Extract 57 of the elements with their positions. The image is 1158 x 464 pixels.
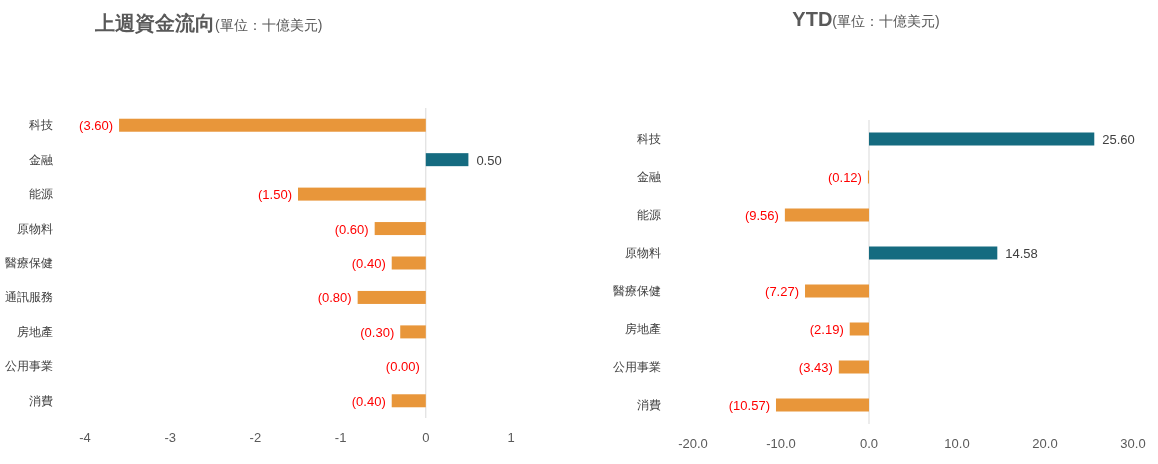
bar	[805, 284, 869, 298]
y-tick-label: 房地產	[17, 324, 53, 339]
data-label: (0.60)	[334, 221, 369, 237]
y-tick-label: 科技	[29, 118, 53, 133]
y-tick-label: 消費	[29, 393, 53, 408]
data-label: (3.43)	[798, 360, 833, 375]
data-label: 14.58	[1005, 246, 1038, 261]
chart-title: YTD	[792, 8, 833, 30]
x-tick-label: 0	[422, 430, 430, 445]
y-tick-label: 公用事業	[5, 359, 53, 374]
y-tick-label: 房地產	[625, 322, 661, 336]
data-label: (1.50)	[258, 187, 292, 203]
data-label: (0.12)	[827, 170, 862, 185]
x-tick-label: -20.0	[678, 436, 708, 451]
y-tick-label: 公用事業	[613, 360, 661, 374]
bar	[849, 322, 869, 336]
bar	[838, 360, 869, 374]
data-label: 0.50	[476, 152, 502, 168]
y-tick-label: 原物料	[17, 221, 53, 236]
data-label: (3.60)	[79, 118, 114, 134]
y-tick-label: 金融	[637, 170, 661, 184]
y-tick-label: 醫療保健	[613, 284, 661, 298]
x-tick-label: -10.0	[766, 436, 796, 451]
data-label: (0.30)	[360, 324, 395, 340]
x-tick-label: 10.0	[944, 436, 970, 451]
x-tick-label: -2	[249, 430, 262, 445]
bar	[775, 398, 869, 412]
x-tick-label: 20.0	[1032, 436, 1058, 451]
y-tick-label: 通訊服務	[5, 290, 53, 305]
y-tick-label: 能源	[637, 208, 661, 222]
chart-title: 上週資金流向	[94, 12, 215, 34]
x-tick-label: 1	[507, 430, 515, 445]
data-label: (10.57)	[728, 398, 770, 413]
y-tick-label: 消費	[637, 398, 661, 412]
data-label: (0.40)	[351, 393, 386, 409]
data-label: (2.19)	[809, 322, 844, 337]
y-tick-label: 醫療保健	[5, 256, 53, 270]
bar	[784, 208, 869, 222]
bar	[869, 246, 998, 260]
data-label: (0.40)	[351, 256, 386, 271]
chart-subtitle: (單位：十億美元)	[215, 17, 323, 33]
bar	[869, 132, 1095, 146]
x-tick-label: 0.0	[859, 436, 879, 451]
x-tick-label: -4	[79, 430, 91, 445]
data-label: (0.80)	[317, 290, 352, 306]
data-label: (0.00)	[385, 359, 420, 375]
y-tick-label: 金融	[29, 152, 53, 167]
data-label: 25.60	[1102, 132, 1135, 147]
x-tick-label: -1	[334, 430, 347, 445]
chart-subtitle: (單位：十億美元)	[832, 13, 940, 29]
data-label: (7.27)	[765, 284, 800, 299]
x-tick-label: -3	[164, 430, 176, 445]
x-tick-label: 30.0	[1120, 436, 1146, 451]
y-tick-label: 原物料	[625, 246, 661, 260]
data-label: (9.56)	[744, 208, 779, 223]
y-tick-label: 能源	[29, 187, 53, 202]
y-tick-label: 科技	[637, 132, 661, 146]
